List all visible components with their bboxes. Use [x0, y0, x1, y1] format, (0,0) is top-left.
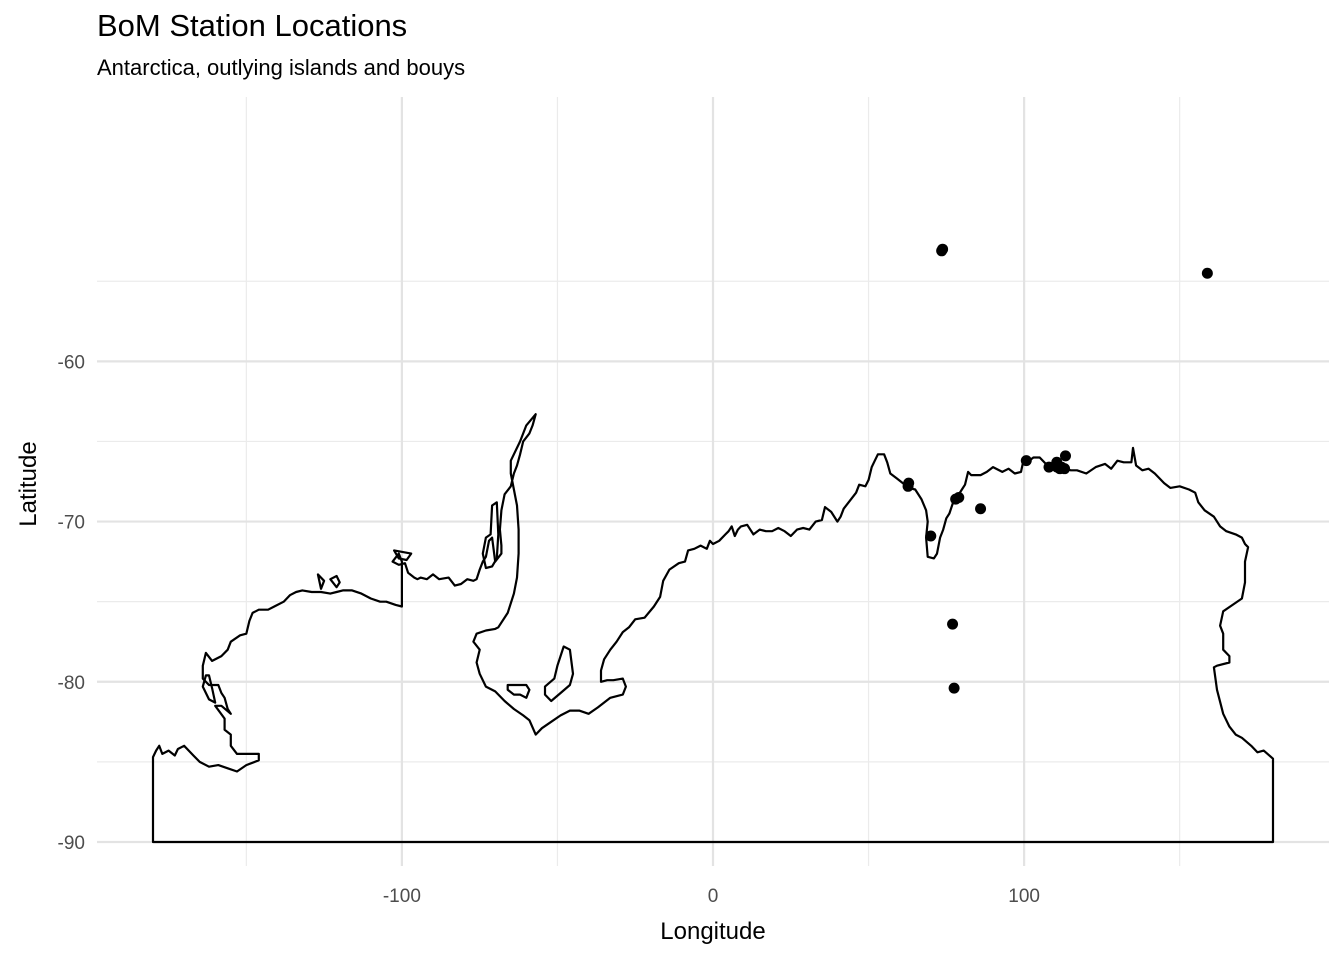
coastline-layer — [151, 413, 1275, 844]
coastline-polygon — [316, 573, 326, 590]
y-axis-title: Latitude — [15, 441, 42, 526]
station-point — [975, 503, 987, 515]
station-points-layer — [902, 243, 1213, 694]
coastline-polygon — [506, 683, 531, 699]
coastline-polygon — [151, 413, 1275, 844]
x-axis-ticks: -100 0 100 — [383, 886, 1040, 907]
station-point — [1020, 455, 1032, 467]
chart-subtitle: Antarctica, outlying islands and bouys — [97, 55, 466, 80]
major-gridlines — [97, 97, 1329, 866]
coastline-polygon — [329, 574, 341, 589]
station-point — [1059, 450, 1071, 462]
station-point — [925, 530, 937, 542]
coastline-polygon — [481, 501, 500, 570]
y-tick-label: -90 — [58, 833, 85, 854]
x-axis-title: Longitude — [660, 918, 765, 945]
coastline-polygon — [393, 549, 413, 562]
station-point — [953, 492, 965, 504]
station-point — [947, 618, 959, 630]
station-point — [936, 245, 948, 257]
coastline-polygon — [543, 645, 575, 703]
station-point — [948, 682, 960, 694]
y-tick-label: -70 — [58, 513, 85, 534]
chart-title: BoM Station Locations — [97, 8, 408, 43]
coastline-polygon — [201, 674, 217, 704]
y-tick-label: -60 — [58, 352, 85, 373]
y-axis-ticks: -60 -70 -80 -90 — [58, 352, 85, 854]
station-point — [1059, 463, 1071, 475]
x-tick-label: -100 — [383, 886, 421, 907]
station-point — [1201, 267, 1213, 279]
y-tick-label: -80 — [58, 673, 85, 694]
x-tick-label: 100 — [1008, 886, 1040, 907]
x-tick-label: 0 — [708, 886, 719, 907]
station-point — [902, 480, 914, 492]
